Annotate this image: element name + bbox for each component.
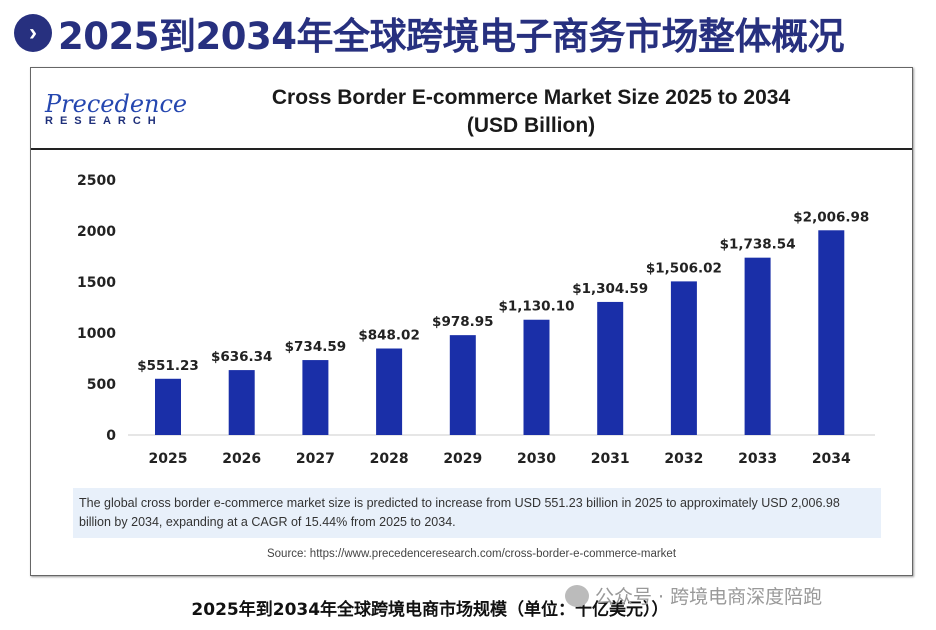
summary-text: The global cross border e-commerce marke… [73,488,881,538]
page-title-text: 2025到2034年全球跨境电子商务市场整体概况 [58,15,844,58]
data-label: $1,506.02 [646,260,722,276]
x-tick-label: 2027 [296,451,335,467]
source-text: Source: https://www.precedenceresearch.c… [266,548,677,560]
bar [597,301,624,435]
y-tick-label: 2500 [77,173,116,189]
chevron-right-icon: › [14,14,52,52]
x-tick-label: 2028 [370,451,409,467]
x-tick-label: 2026 [222,451,261,467]
page-title: › 2025到2034年全球跨境电子商务市场整体概况 [14,8,844,58]
chart-frame: Precedence RESEARCH Cross Border E-comme… [30,67,913,576]
bar [302,360,329,435]
watermark-text: 公众号 · 跨境电商深度陪跑 [595,586,823,608]
x-tick-label: 2030 [517,451,556,467]
logo-line1: Precedence [45,90,188,118]
chart-title: Cross Border E-commerce Market Size 2025… [231,84,831,140]
data-label: $1,130.10 [498,299,574,315]
bar [228,370,255,435]
data-label: $1,738.54 [720,237,796,253]
chart-header: Precedence RESEARCH Cross Border E-comme… [31,68,912,150]
x-tick-label: 2033 [738,451,777,467]
data-label: $1,304.59 [572,281,648,297]
data-label: $734.59 [285,339,347,355]
x-tick-label: 2032 [664,451,703,467]
data-label: $551.23 [137,358,199,374]
data-label: $2,006.98 [793,209,869,225]
bar [523,319,550,435]
y-tick-label: 1000 [77,326,116,342]
bar-chart: 0 500 1000 1500 2000 2500 $551.23 2025 $636.34 20… [77,173,875,467]
wechat-icon [565,584,589,607]
bar [376,348,403,435]
data-label: $848.02 [358,328,420,344]
bar [670,281,697,435]
precedence-logo: Precedence RESEARCH [45,90,188,127]
x-tick-label: 2031 [591,451,630,467]
chart-subtitle: (USD Billion) [466,114,596,137]
data-label: $636.34 [211,349,273,365]
y-tick-label: 0 [106,428,116,444]
bar [744,257,771,435]
x-tick-label: 2034 [812,451,851,467]
data-label: $978.95 [432,314,494,330]
watermark: 公众号 · 跨境电商深度陪跑 [565,582,822,609]
y-tick-label: 2000 [77,224,116,240]
caption: 2025年到2034年全球跨境电商市场规模（单位：十亿美元）） [191,600,669,620]
y-tick-label: 500 [87,377,116,393]
logo-line2: RESEARCH [45,115,163,127]
chart-title-text: Cross Border E-commerce Market Size 2025… [271,86,791,109]
x-tick-label: 2025 [149,451,188,467]
bar [155,378,181,435]
bar [449,335,476,435]
x-tick-label: 2029 [443,451,482,467]
bar [818,230,845,435]
y-tick-label: 1500 [77,275,116,291]
